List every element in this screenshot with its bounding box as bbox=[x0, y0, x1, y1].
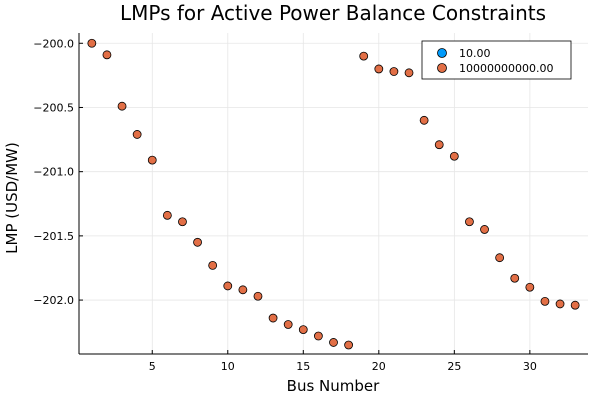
data-point bbox=[510, 273, 520, 283]
legend-marker bbox=[437, 48, 447, 58]
data-point bbox=[102, 50, 112, 60]
data-point bbox=[223, 281, 233, 291]
data-point bbox=[208, 261, 218, 270]
legend-label: 10.00 bbox=[459, 47, 491, 60]
x-axis-label: Bus Number bbox=[287, 377, 380, 395]
data-point bbox=[419, 115, 429, 125]
y-tick-label: −202.0 bbox=[33, 294, 74, 307]
legend: 10.00 10000000000.00 bbox=[421, 40, 572, 80]
x-tick-label: 25 bbox=[447, 360, 461, 373]
x-tick-label: 5 bbox=[149, 360, 156, 373]
data-points bbox=[87, 38, 580, 350]
y-tick-label: −201.5 bbox=[33, 230, 74, 243]
data-point bbox=[117, 101, 127, 111]
data-point bbox=[555, 299, 565, 309]
data-point bbox=[389, 67, 399, 76]
data-point bbox=[495, 253, 505, 263]
y-tick-label: −200.5 bbox=[33, 101, 74, 114]
legend-box bbox=[421, 40, 572, 80]
y-axis-ticks: −200.0 −200.5 −201.0 −201.5 −202.0 bbox=[33, 37, 83, 307]
data-point bbox=[480, 225, 489, 234]
data-point bbox=[283, 320, 293, 329]
data-point bbox=[178, 217, 187, 227]
x-tick-label: 15 bbox=[296, 360, 310, 373]
data-point bbox=[329, 338, 338, 347]
y-tick-label: −200.0 bbox=[33, 37, 74, 50]
data-point bbox=[374, 64, 384, 74]
legend-label: 10000000000.00 bbox=[459, 62, 553, 75]
data-point bbox=[540, 296, 550, 306]
data-point bbox=[359, 51, 369, 61]
y-axis-label: LMP (USD/MW) bbox=[3, 142, 21, 254]
data-point bbox=[344, 340, 354, 350]
data-point bbox=[313, 331, 323, 341]
x-axis-ticks: 5 10 15 20 25 30 bbox=[149, 350, 537, 373]
x-tick-label: 10 bbox=[221, 360, 235, 373]
data-point bbox=[268, 313, 278, 323]
data-point bbox=[87, 38, 97, 48]
legend-marker bbox=[437, 63, 447, 73]
data-point bbox=[525, 282, 535, 292]
data-point bbox=[132, 130, 142, 139]
x-tick-label: 30 bbox=[523, 360, 537, 373]
data-point bbox=[147, 155, 157, 165]
axes bbox=[78, 33, 588, 355]
data-point bbox=[253, 291, 263, 301]
data-point bbox=[570, 300, 580, 310]
grid-lines bbox=[79, 33, 588, 354]
data-point bbox=[298, 325, 308, 335]
data-point bbox=[238, 285, 248, 295]
data-point bbox=[162, 210, 172, 220]
y-tick-label: −201.0 bbox=[33, 166, 74, 179]
chart-title: LMPs for Active Power Balance Constraint… bbox=[120, 1, 546, 25]
data-point bbox=[465, 217, 474, 227]
data-point bbox=[449, 151, 459, 161]
data-point bbox=[404, 68, 414, 78]
data-point bbox=[434, 140, 444, 150]
x-tick-label: 20 bbox=[372, 360, 386, 373]
data-point bbox=[193, 237, 202, 247]
